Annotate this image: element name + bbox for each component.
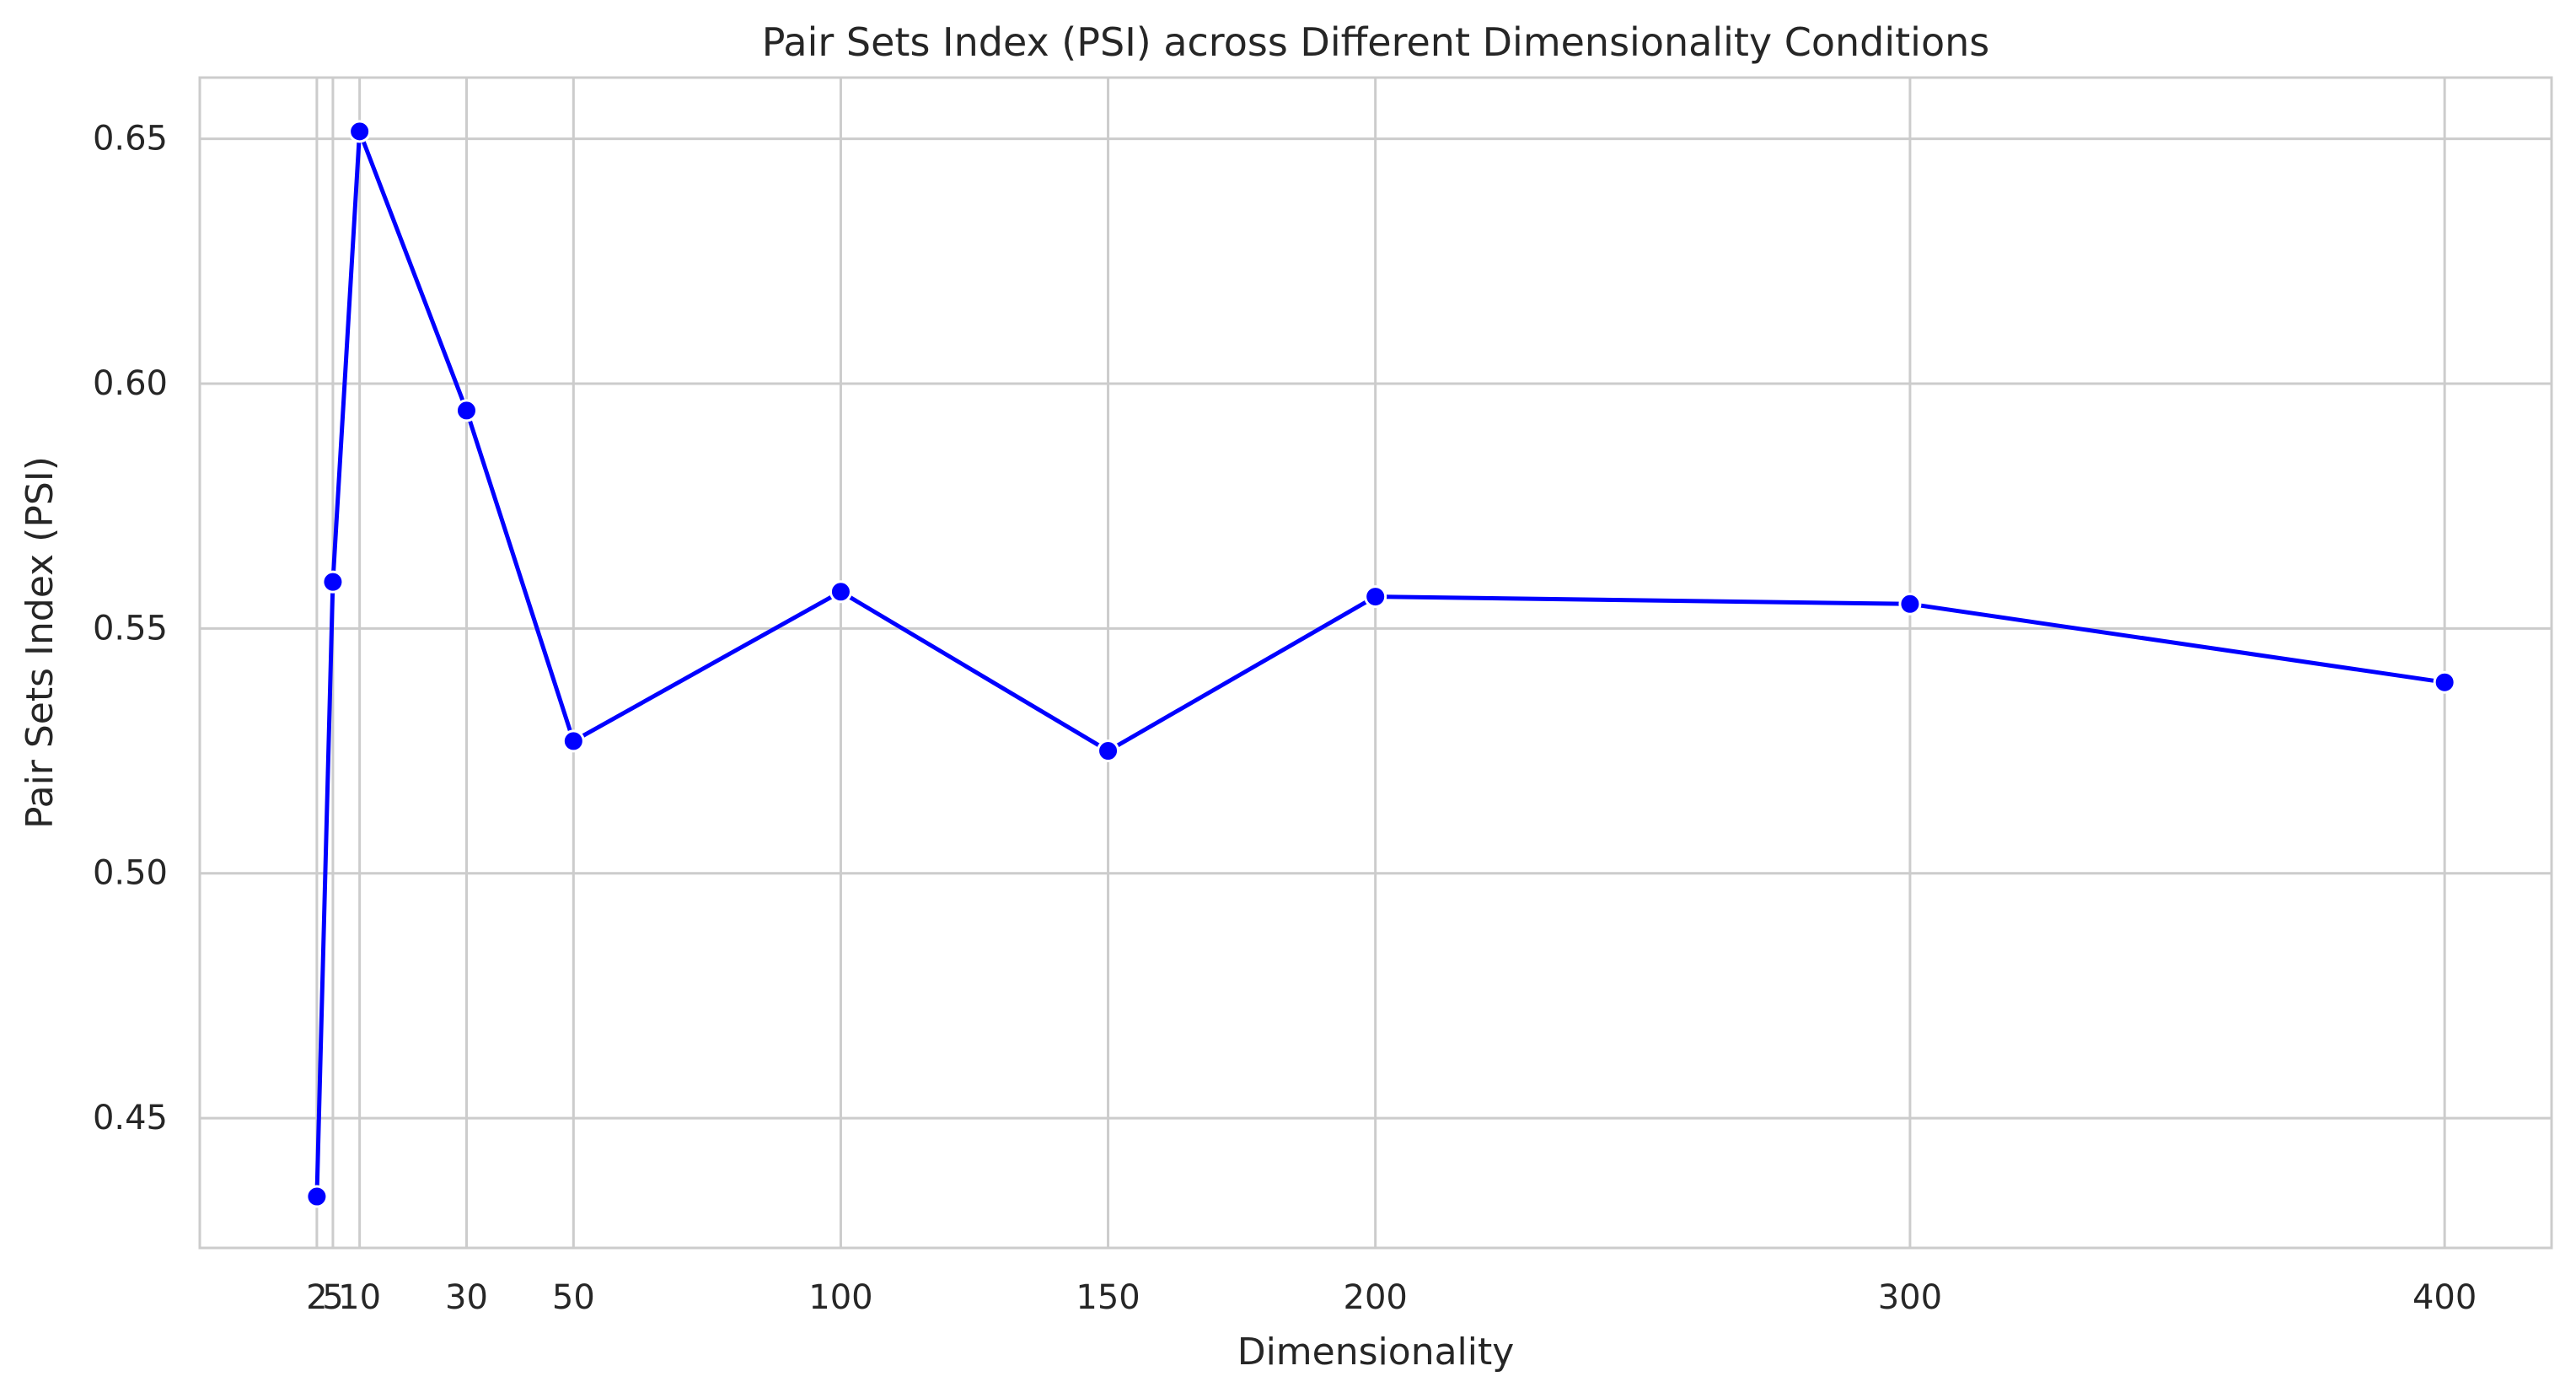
- data-point: [561, 729, 585, 753]
- y-tick-label: 0.65: [93, 120, 168, 159]
- x-tick-label: 10: [338, 1278, 381, 1317]
- data-point: [305, 1185, 329, 1208]
- series-line: [314, 129, 2447, 1199]
- data-point: [1097, 739, 1120, 763]
- data-point: [348, 120, 372, 143]
- data-point: [1898, 592, 1922, 616]
- y-tick-label: 0.50: [93, 854, 168, 893]
- y-tick-label: 0.60: [93, 364, 168, 403]
- series-layer: [305, 120, 2456, 1208]
- y-tick-label: 0.45: [93, 1099, 168, 1137]
- x-tick-label: 400: [2412, 1278, 2477, 1317]
- data-point: [2433, 670, 2456, 694]
- x-tick-label: 2: [306, 1278, 327, 1317]
- x-tick-label: 100: [808, 1278, 872, 1317]
- data-point: [321, 570, 345, 594]
- x-tick-label: 50: [552, 1278, 595, 1317]
- x-tick-label: 150: [1076, 1278, 1140, 1317]
- data-point: [829, 580, 852, 604]
- x-tick-label: 300: [1878, 1278, 1942, 1317]
- plot-frame: [198, 76, 2553, 1250]
- grid: [200, 78, 2552, 1248]
- x-tick-label: 30: [445, 1278, 488, 1317]
- x-tick-label: 200: [1344, 1278, 1408, 1317]
- x-axis-label: Dimensionality: [1237, 1331, 1515, 1374]
- data-point: [1364, 585, 1387, 609]
- y-tick-label: 0.55: [93, 609, 168, 648]
- data-point: [454, 399, 478, 422]
- y-axis-label: Pair Sets Index (PSI): [19, 456, 62, 829]
- x-tick-label: 5: [322, 1278, 343, 1317]
- chart-title: Pair Sets Index (PSI) across Different D…: [762, 19, 1989, 65]
